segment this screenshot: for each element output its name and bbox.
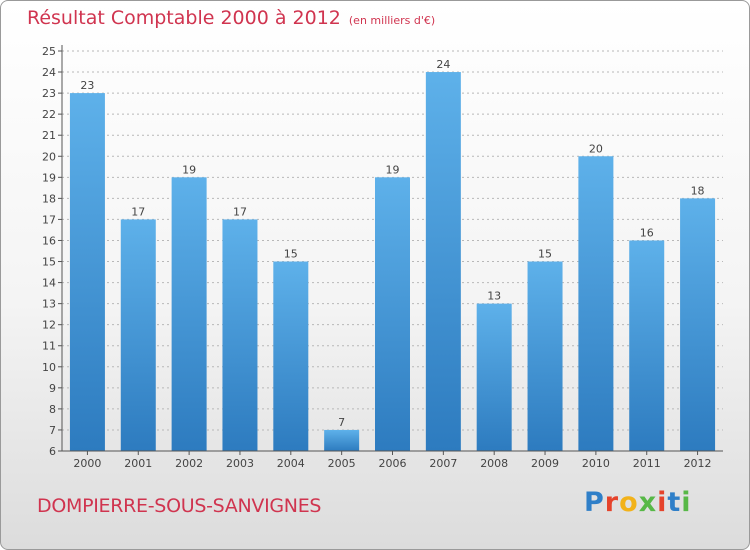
bar <box>273 261 309 451</box>
y-tick-label: 14 <box>42 277 56 290</box>
bar <box>171 177 207 451</box>
bar-value-label: 19 <box>386 163 400 176</box>
x-tick-label: 2008 <box>480 457 508 470</box>
y-tick-label: 8 <box>49 403 56 416</box>
y-tick-label: 22 <box>42 108 56 121</box>
bar-value-label: 17 <box>233 205 247 218</box>
y-tick-label: 19 <box>42 171 56 184</box>
bar <box>425 72 461 451</box>
bar-value-label: 16 <box>640 226 654 239</box>
bar-value-label: 19 <box>182 163 196 176</box>
y-tick-label: 15 <box>42 256 56 269</box>
y-tick-label: 9 <box>49 382 56 395</box>
y-tick-label: 21 <box>42 129 56 142</box>
y-tick-label: 12 <box>42 319 56 332</box>
x-tick-label: 2009 <box>531 457 559 470</box>
bar-value-label: 7 <box>338 416 345 429</box>
bar-value-label: 17 <box>131 205 145 218</box>
y-tick-label: 23 <box>42 87 56 100</box>
bar <box>324 429 360 451</box>
bar-value-label: 18 <box>691 184 705 197</box>
y-tick-label: 20 <box>42 150 56 163</box>
bar-value-label: 15 <box>284 248 298 261</box>
bar-value-label: 15 <box>538 248 552 261</box>
bar-value-label: 20 <box>589 142 603 155</box>
bar <box>375 177 410 451</box>
bars: 23 17 19 17 15 7 19 24 13 15 20 16 18 <box>69 58 716 452</box>
x-tick-label: 2006 <box>379 457 407 470</box>
proxiti-logo: Proxiti <box>584 487 692 518</box>
bar-value-label: 23 <box>80 79 94 92</box>
y-tick-label: 17 <box>42 213 56 226</box>
x-tick-label: 2000 <box>73 457 101 470</box>
x-tick-label: 2004 <box>277 457 305 470</box>
y-tick-label: 6 <box>49 445 56 458</box>
bar <box>222 219 258 451</box>
x-tick-label: 2012 <box>684 457 712 470</box>
x-tick-label: 2002 <box>175 457 203 470</box>
bar <box>120 219 156 451</box>
y-tick-label: 11 <box>42 340 56 353</box>
x-tick-label: 2005 <box>328 457 356 470</box>
chart-title: Résultat Comptable 2000 à 2012 (en millie… <box>27 7 435 29</box>
y-tick-label: 13 <box>42 298 56 311</box>
y-tick-label: 24 <box>42 66 56 79</box>
x-tick-label: 2003 <box>226 457 254 470</box>
commune-name: DOMPIERRE-SOUS-SANVIGNES <box>37 495 322 517</box>
bar <box>527 261 563 451</box>
y-tick-label: 7 <box>49 424 56 437</box>
bar <box>476 303 512 451</box>
bar-value-label: 13 <box>487 290 501 303</box>
x-axis: 2000 2001 2002 2003 2004 2005 2006 2007 2008 2009… <box>62 450 723 470</box>
bar-chart: 6 7 8 9 10 11 12 13 14 15 16 17 18 19 20 21 22 23 24 25 23 1… <box>42 45 723 470</box>
y-axis: 6 7 8 9 10 11 12 13 14 15 16 17 18 19 20 21 22 23 24 25 <box>42 45 63 458</box>
x-tick-label: 2001 <box>124 457 152 470</box>
y-tick-label: 16 <box>42 234 56 247</box>
x-tick-label: 2011 <box>633 457 661 470</box>
y-tick-label: 10 <box>42 361 56 374</box>
x-tick-label: 2007 <box>429 457 457 470</box>
chart-unit: (en milliers d'€) <box>348 14 436 27</box>
y-tick-label: 18 <box>42 192 56 205</box>
bar <box>629 240 665 451</box>
bar <box>69 93 105 452</box>
x-tick-label: 2010 <box>582 457 610 470</box>
bar <box>680 198 716 451</box>
y-tick-label: 25 <box>42 45 56 58</box>
bar-value-label: 24 <box>436 58 450 71</box>
chart-title-text: Résultat Comptable 2000 à 2012 <box>27 7 341 29</box>
bar <box>578 156 614 451</box>
